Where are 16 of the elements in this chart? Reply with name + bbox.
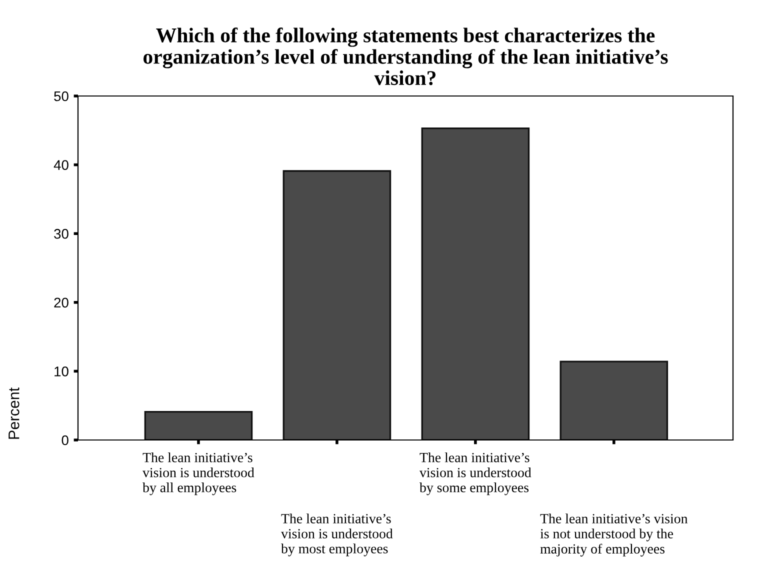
- bar: [560, 360, 668, 440]
- bar: [282, 170, 392, 440]
- x-tick-label: The lean initiative’s vision is not understood by the majority of employees: [540, 514, 688, 556]
- y-tick-label: 10: [54, 366, 68, 376]
- y-tick-label: 50: [54, 91, 68, 102]
- x-tick-label: The lean initiative’s vision is understood by most employees: [281, 514, 393, 556]
- y-tick-label: 0: [62, 435, 68, 446]
- x-tick-label: The lean initiative’s vision is understood by some employees: [419, 452, 532, 496]
- y-tick-label: 20: [54, 298, 68, 308]
- bar: [144, 410, 253, 440]
- bar: [421, 128, 530, 440]
- x-tick-label: The lean initiative’s vision is understood by all employees: [142, 452, 254, 496]
- chart-title: Which of the following statements best characterizes the organization’s level of understanding of the lean initiative’s vision?: [143, 28, 668, 86]
- y-tick-label: 40: [54, 160, 68, 170]
- y-axis-title: Percent: [8, 387, 20, 439]
- y-tick-label: 30: [54, 228, 68, 239]
